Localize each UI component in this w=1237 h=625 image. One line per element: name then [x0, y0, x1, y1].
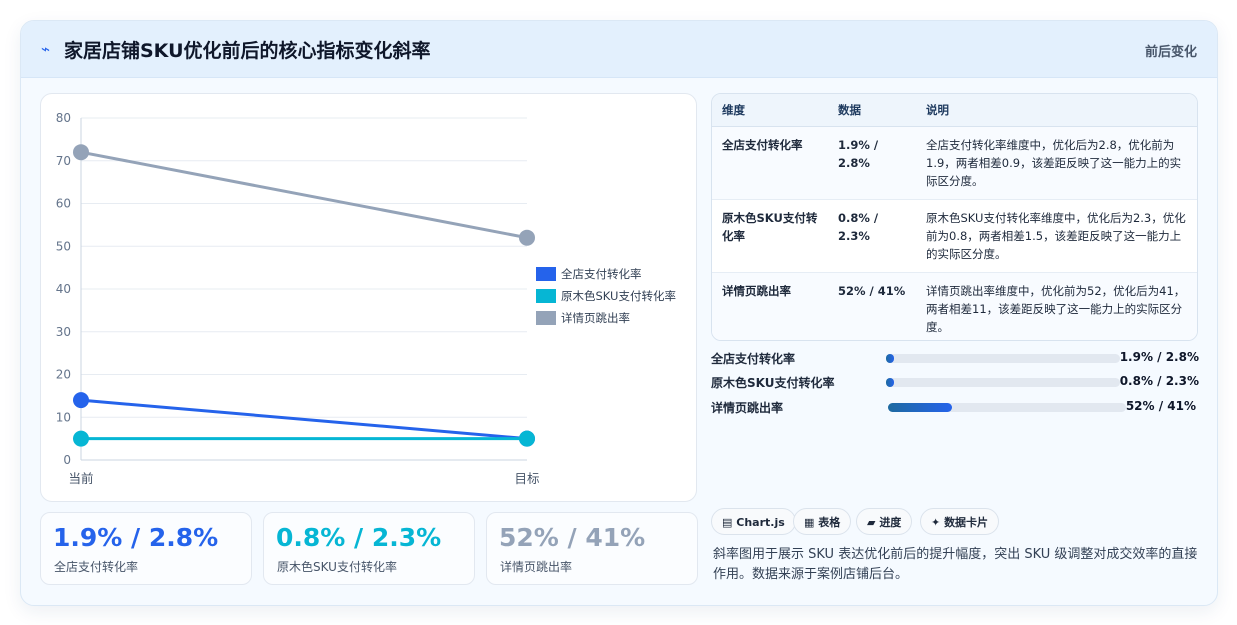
y-tick-label: 30: [56, 325, 71, 339]
chart-description: 斜率图用于展示 SKU 表达优化前后的提升幅度，突出 SKU 级调整对成交效率的…: [713, 547, 1198, 582]
column-header: 数据: [828, 94, 916, 127]
column-header: 说明: [916, 94, 1197, 127]
legend-label: 原木色SKU支付转化率: [561, 289, 676, 303]
progress-fill: [888, 403, 953, 412]
progress-value: 52% / 41%: [1125, 399, 1196, 413]
stat-card: 1.9% / 2.8% 全店支付转化率: [40, 512, 252, 585]
legend-swatch: [536, 311, 556, 325]
y-tick-label: 60: [56, 197, 71, 211]
series-line: [80, 150, 528, 240]
header-label: 前后变化: [1144, 45, 1197, 60]
x-tick-label: 目标: [514, 471, 539, 486]
stat-label: 详情页跳出率: [500, 560, 573, 574]
legend-swatch: [536, 267, 556, 281]
y-tick-label: 70: [56, 154, 71, 168]
metrics-table: 维度 数据 说明 全店支付转化率 1.9% / 2.8% 全店支付转化率维度中，…: [711, 93, 1198, 341]
card-header: ⌁ 家居店铺SKU优化前后的核心指标变化斜率 前后变化: [21, 21, 1217, 78]
tag-label: 表格: [818, 516, 841, 529]
y-tick-label: 40: [56, 282, 71, 296]
table-cell-data: 0.8% / 2.3%: [828, 199, 916, 273]
table-cell-description: 详情页跳出率维度中，优化前为52，优化后为41，两者相差11，该差距反映了这一能…: [916, 272, 1197, 340]
table-cell-description: 原木色SKU支付转化率维度中，优化后为2.3，优化前为0.8，两者相差1.5，该…: [916, 199, 1197, 273]
table-cell-description: 全店支付转化率维度中，优化后为2.8，优化前为1.9，两者相差0.9，该差距反映…: [916, 126, 1197, 200]
y-tick-label: 20: [56, 368, 71, 382]
y-tick-label: 50: [56, 239, 71, 253]
series-line: [80, 398, 528, 441]
slope-chart-panel: 0 10 20 30 40 50 60 70 80 当前 目标 全店支付转化率原木色SKU支付转化率详…: [40, 93, 697, 502]
sparkle-icon: ✦: [931, 516, 941, 529]
column-header: 维度: [712, 94, 828, 127]
progress-label: 全店支付转化率: [711, 352, 796, 366]
stat-value: 0.8% / 2.3%: [276, 523, 442, 552]
tag-label: 进度: [879, 516, 902, 529]
data-point: [73, 392, 89, 409]
data-point: [519, 229, 535, 246]
stat-card: 52% / 41% 详情页跳出率: [486, 512, 698, 585]
legend-label: 详情页跳出率: [561, 311, 630, 325]
y-tick-label: 0: [63, 453, 71, 467]
table-cell-dimension: 详情页跳出率: [712, 272, 828, 340]
progress-row: 详情页跳出率 52% / 41%: [711, 397, 1199, 417]
chart-icon: ▤: [722, 516, 733, 529]
stat-label: 原木色SKU支付转化率: [277, 560, 397, 574]
table-cell-dimension: 原木色SKU支付转化率: [712, 199, 828, 273]
tag-chartjs[interactable]: ▤ Chart.js: [711, 508, 796, 535]
progress-track: [886, 354, 1120, 363]
trend-icon: ⌁: [41, 40, 51, 58]
slope-chart: 0 10 20 30 40 50 60 70 80 当前 目标 全店支付转化率原木色SKU支付转化率详…: [56, 111, 676, 486]
legend-label: 全店支付转化率: [561, 267, 642, 281]
y-tick-label: 80: [56, 111, 71, 125]
table-row: 全店支付转化率 1.9% / 2.8% 全店支付转化率维度中，优化后为2.8，优…: [712, 126, 1197, 200]
tag-label: 数据卡片: [944, 516, 989, 529]
table-cell-dimension: 全店支付转化率: [712, 126, 828, 200]
stat-label: 全店支付转化率: [54, 560, 139, 574]
x-tick-label: 当前: [68, 471, 93, 486]
progress-fill: [886, 354, 895, 363]
stat-value: 52% / 41%: [499, 523, 646, 552]
table-row: 详情页跳出率 52% / 41% 详情页跳出率维度中，优化前为52，优化后为41…: [712, 272, 1197, 340]
progress-track: [888, 403, 1126, 412]
table-icon: ▦: [804, 516, 815, 529]
table-cell-data: 1.9% / 2.8%: [828, 126, 916, 200]
tag-label: Chart.js: [736, 516, 785, 529]
progress-icon: ▰: [867, 516, 876, 529]
progress-row: 原木色SKU支付转化率 0.8% / 2.3%: [711, 372, 1199, 392]
progress-label: 原木色SKU支付转化率: [711, 376, 835, 390]
table-cell-data: 52% / 41%: [828, 272, 916, 340]
progress-value: 1.9% / 2.8%: [1119, 350, 1199, 364]
tag-data-cards[interactable]: ✦ 数据卡片: [920, 508, 1000, 535]
page-title: 家居店铺SKU优化前后的核心指标变化斜率: [64, 40, 431, 62]
stat-card: 0.8% / 2.3% 原木色SKU支付转化率: [263, 512, 475, 585]
data-point: [73, 144, 89, 161]
tag-table[interactable]: ▦ 表格: [793, 508, 852, 535]
data-point: [519, 430, 535, 447]
progress-fill: [886, 378, 895, 387]
main-card: ⌁ 家居店铺SKU优化前后的核心指标变化斜率 前后变化 0 10 20 30 40 50 6…: [20, 20, 1218, 606]
legend-swatch: [536, 289, 556, 303]
y-tick-label: 10: [56, 410, 71, 424]
table-row: 原木色SKU支付转化率 0.8% / 2.3% 原木色SKU支付转化率维度中，优…: [712, 199, 1197, 273]
tag-progress[interactable]: ▰ 进度: [856, 508, 913, 535]
progress-track: [886, 378, 1120, 387]
progress-label: 详情页跳出率: [711, 401, 784, 415]
progress-row: 全店支付转化率 1.9% / 2.8%: [711, 348, 1199, 368]
progress-value: 0.8% / 2.3%: [1119, 374, 1199, 388]
stat-value: 1.9% / 2.8%: [53, 523, 219, 552]
data-point: [73, 430, 89, 447]
